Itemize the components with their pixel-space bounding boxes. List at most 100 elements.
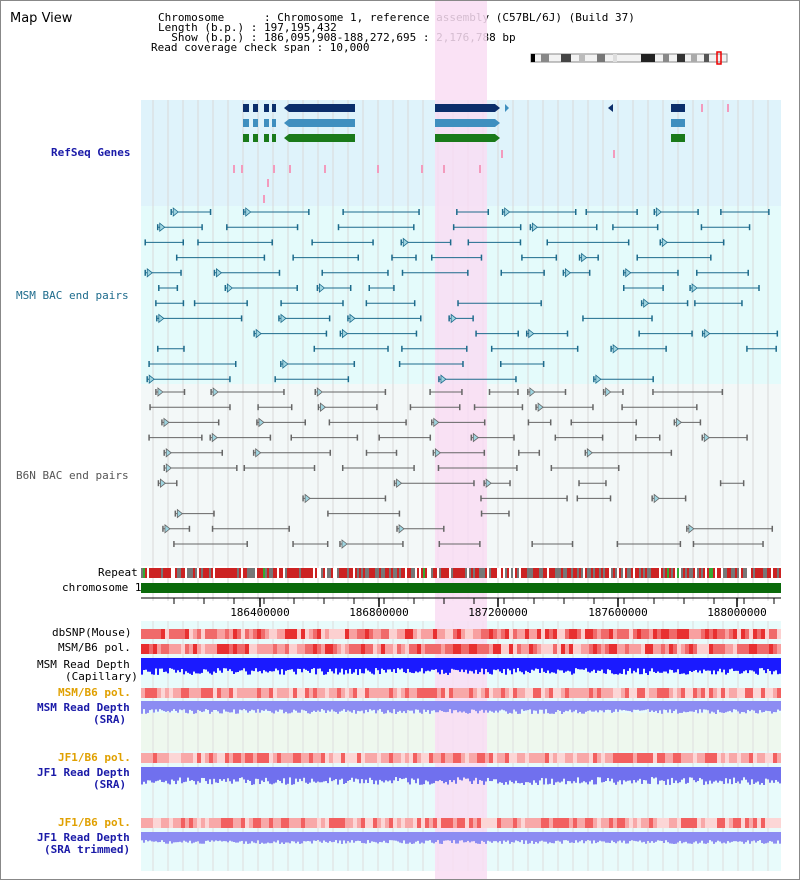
polymorphism-cell [581, 644, 585, 654]
read-depth-bar [451, 767, 453, 783]
read-depth-bar [463, 832, 465, 843]
label-jf1-pol-2[interactable]: JF1/B6 pol. [58, 816, 131, 829]
read-depth-bar [231, 767, 233, 784]
label-msm-b6-pol-2[interactable]: MSM/B6 pol. [58, 686, 131, 699]
label-dbsnp[interactable]: dbSNP(Mouse) [52, 626, 132, 639]
read-depth-bar [511, 767, 513, 783]
polymorphism-cell [237, 629, 241, 639]
read-depth-bar [669, 832, 671, 844]
read-depth-bar [471, 767, 473, 784]
polymorphism-cell [701, 688, 705, 698]
label-jf1-depth-trim-1[interactable]: JF1 Read Depth [37, 831, 130, 844]
repeat-segment [351, 568, 353, 578]
polymorphism-cell [757, 753, 761, 763]
read-depth-bar [159, 832, 161, 843]
read-depth-bar [659, 701, 661, 711]
read-depth-bar [233, 701, 235, 710]
label-repeat[interactable]: Repeat [98, 566, 138, 579]
read-depth-bar [457, 658, 459, 671]
read-depth-bar [145, 767, 147, 784]
repeat-segment [655, 568, 657, 578]
label-refseq-genes[interactable]: RefSeq Genes [51, 146, 131, 159]
read-depth-bar [167, 767, 169, 784]
label-msm-b6-pol-1[interactable]: MSM/B6 pol. [58, 641, 131, 654]
repeat-segment [505, 568, 507, 578]
read-depth-bar [571, 701, 573, 713]
repeat-segment [171, 568, 173, 578]
read-depth-bar [361, 832, 363, 843]
read-depth-bar [161, 767, 163, 782]
polymorphism-cell [341, 753, 345, 763]
label-msm-depth-capillary-2[interactable]: (Capillary) [65, 670, 138, 683]
read-depth-bar [455, 658, 457, 670]
label-jf1-depth-trim-2[interactable]: (SRA trimmed) [44, 843, 131, 856]
read-depth-bar [681, 832, 683, 844]
polymorphism-cell [489, 644, 493, 654]
read-depth-bar [441, 658, 443, 670]
read-depth-bar [715, 701, 717, 714]
polymorphism-cell [425, 818, 429, 828]
polymorphism-cell [185, 818, 189, 828]
label-msm-bac[interactable]: MSM BAC end pairs [16, 289, 129, 302]
read-depth-bar [245, 832, 247, 842]
polymorphism-cell [365, 818, 369, 828]
read-depth-bar [443, 658, 445, 674]
read-depth-bar [483, 832, 485, 842]
polymorphism-cell [141, 688, 145, 698]
label-jf1-depth-sra-2[interactable]: (SRA) [93, 778, 127, 791]
read-depth-bar [321, 701, 323, 710]
read-depth-bar [701, 767, 703, 780]
label-jf1-pol-1[interactable]: JF1/B6 pol. [58, 751, 131, 764]
read-depth-bar [167, 832, 169, 844]
read-depth-bar [239, 832, 241, 842]
read-depth-bar [437, 658, 439, 673]
polymorphism-cell [701, 818, 705, 828]
read-depth-bar [467, 767, 469, 779]
read-depth-bar [307, 701, 309, 714]
polymorphism-cell [365, 688, 369, 698]
polymorphism-cell [213, 644, 217, 654]
read-depth-bar [147, 701, 149, 713]
polymorphism-cell [517, 753, 521, 763]
read-depth-bar [345, 658, 347, 671]
repeat-segment [759, 568, 761, 578]
read-depth-bar [671, 658, 673, 671]
label-msm-depth-sra-2[interactable]: (SRA) [93, 713, 127, 726]
repeat-segment [449, 568, 451, 578]
read-depth-bar [589, 767, 591, 782]
polymorphism-cell [741, 818, 745, 828]
label-jf1-depth-sra-1[interactable]: JF1 Read Depth [37, 766, 130, 779]
polymorphism-cell [461, 818, 465, 828]
read-depth-bar [737, 767, 739, 782]
label-b6n-bac[interactable]: B6N BAC end pairs [16, 469, 129, 482]
repeat-segment [597, 568, 599, 578]
polymorphism-cell [529, 753, 533, 763]
polymorphism-cell [533, 818, 537, 828]
polymorphism-cell [637, 644, 641, 654]
label-chromosome[interactable]: chromosome 1 [62, 581, 142, 594]
read-depth-bar [451, 701, 453, 714]
read-depth-bar [217, 658, 219, 669]
read-depth-bar [439, 767, 441, 781]
label-msm-depth-capillary-1[interactable]: MSM Read Depth [37, 658, 130, 671]
read-depth-bar [491, 767, 493, 782]
read-depth-bar [707, 832, 709, 843]
read-depth-bar [301, 832, 303, 844]
read-depth-bar [663, 701, 665, 710]
polymorphism-cell [213, 629, 217, 639]
polymorphism-cell [329, 688, 333, 698]
polymorphism-cell [649, 818, 653, 828]
repeat-segment [605, 568, 607, 578]
read-depth-bar [177, 832, 179, 843]
repeat-segment [465, 568, 467, 578]
polymorphism-cell [317, 818, 321, 828]
read-depth-bar [521, 658, 523, 673]
repeat-segment [313, 568, 315, 578]
read-depth-bar [369, 701, 371, 710]
read-depth-bar [729, 767, 731, 780]
polymorphism-cell [633, 753, 637, 763]
label-msm-depth-sra-1[interactable]: MSM Read Depth [37, 701, 130, 714]
repeat-segment [567, 568, 569, 578]
repeat-segment [671, 568, 673, 578]
